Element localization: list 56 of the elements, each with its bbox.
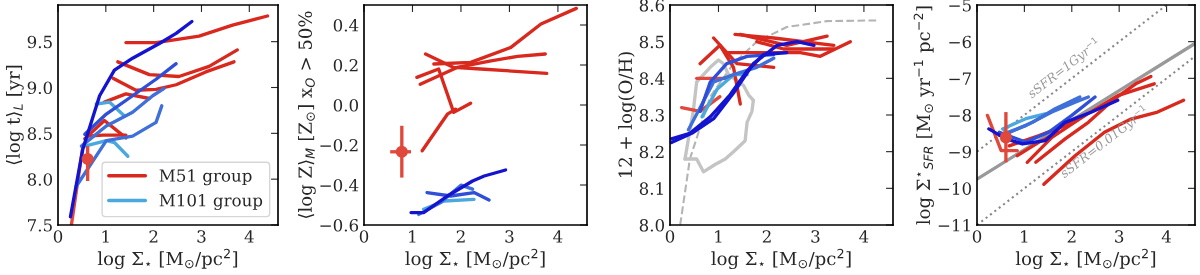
- y-axis-title: ⟨log Z⟩$_{M}$ [Z$_{⊙}$] x$_{O}$ > 50%: [298, 11, 316, 218]
- y-axis-title: 12 + log(O/H): [618, 52, 636, 178]
- x-axis-title: log Σ$_{⋆}$ [M$_{⊙}$/pc$^{2}$]: [1015, 248, 1156, 270]
- x-tick-label: 4: [859, 230, 869, 243]
- y-tick-label: 8.5: [639, 35, 664, 49]
- x-tick-label: 2: [149, 230, 158, 243]
- legend-label: M101 group: [159, 193, 263, 210]
- y-tick-label: −10: [938, 182, 972, 195]
- y-tick-label: 9.0: [27, 81, 53, 95]
- x-tick-label: 4: [244, 230, 254, 243]
- x-tick-label: 2: [1067, 230, 1076, 243]
- y-tick-label: 0.4: [333, 18, 359, 32]
- legend-label: M51 group: [159, 169, 252, 186]
- y-tick-label: 8.0: [27, 173, 53, 186]
- y-tick-label: −7: [949, 72, 971, 85]
- x-axis-title: log Σ$_{⋆}$ [M$_{⊙}$/pc$^{2}$]: [711, 248, 851, 270]
- x-tick-label: 3: [505, 230, 514, 243]
- y-tick-label: 0.2: [333, 58, 358, 72]
- x-tick-label: 3: [197, 230, 206, 243]
- x-tick-label: 1: [715, 230, 722, 243]
- y-tick-label: 8.3: [639, 108, 664, 122]
- y-tick-label: 0.0: [333, 98, 359, 112]
- x-tick-label: 4: [1161, 230, 1172, 243]
- x-tick-label: 2: [456, 230, 465, 243]
- y-tick-label: 7.5: [28, 219, 52, 232]
- annotation: sSFR=1Gyr$^{−1}$: [1025, 36, 1103, 101]
- y-tick-label: 8.1: [639, 182, 663, 195]
- x-tick-label: 1: [102, 230, 109, 243]
- y-tick-label: 8.4: [639, 72, 665, 85]
- y-tick-label: −0.2: [320, 138, 358, 152]
- y-tick-label: −9: [949, 145, 972, 159]
- y-tick-label: −6: [949, 35, 972, 49]
- x-tick-label: 0: [359, 230, 369, 243]
- annotation: sSFR=0.01Gyr$^{−1}$: [1057, 104, 1151, 181]
- y-tick-label: 8.5: [27, 127, 52, 140]
- x-axis-title: log Σ$_{⋆}$ [M$_{⊙}$/pc$^{2}$]: [97, 248, 238, 270]
- y-tick-label: −0.4: [320, 178, 359, 192]
- x-tick-label: 0: [665, 230, 675, 243]
- y-tick-label: −5: [949, 0, 971, 12]
- y-tick-label: −8: [949, 108, 972, 122]
- x-tick-label: 1: [409, 230, 416, 243]
- x-tick-label: 0: [53, 230, 63, 243]
- x-tick-label: 3: [811, 230, 820, 243]
- x-tick-label: 1: [1021, 230, 1028, 243]
- x-tick-label: 0: [972, 230, 982, 243]
- x-axis-title: log Σ$_{⋆}$ [M$_{⊙}$/pc$^{2}$]: [405, 248, 545, 270]
- y-tick-label: −0.6: [320, 218, 359, 232]
- y-tick-label: 8.2: [639, 145, 664, 159]
- x-tick-label: 4: [553, 230, 563, 243]
- text: log Σ$^{⋆}$$_{SFR}$ [M$_{⊙}$ yr$^{−1}$ pc$^{−2}$]: [913, 6, 934, 225]
- x-tick-label: 2: [762, 230, 771, 243]
- y-tick-label: 8.0: [639, 218, 665, 232]
- y-tick-label: −11: [938, 218, 970, 232]
- x-tick-label: 3: [1115, 230, 1124, 243]
- y-tick-label: 9.5: [27, 35, 52, 49]
- y-axis-title: ⟨log t⟩$_{L}$ [yr]: [5, 65, 24, 165]
